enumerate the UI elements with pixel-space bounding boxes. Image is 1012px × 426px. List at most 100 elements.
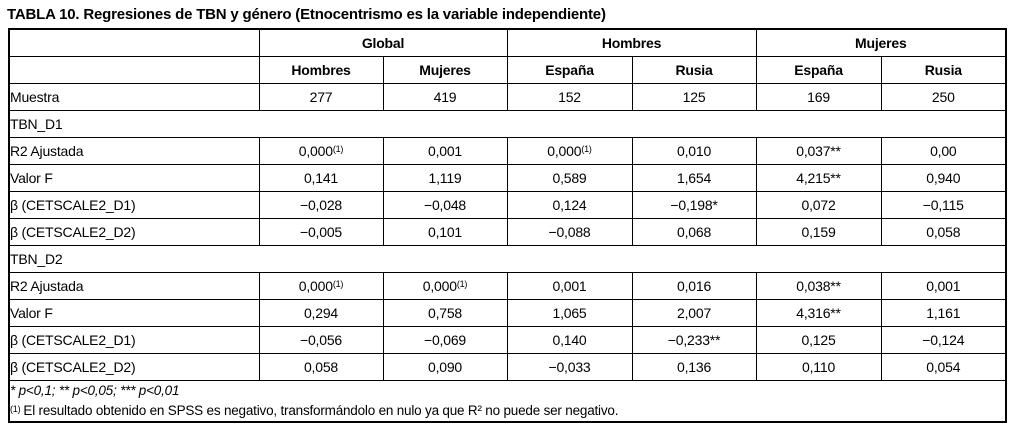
cell-value: 0,016 bbox=[631, 271, 757, 300]
table-row: R2 Ajustada 0,000(1) 0,001 0,000(1) 0,010 0,0… bbox=[8, 136, 1007, 165]
cell-value: 0,00 bbox=[880, 136, 1007, 165]
footnote-marker: (1) bbox=[332, 278, 344, 289]
table-header: Global Hombres Mujeres Hombres Mujeres E… bbox=[8, 28, 1007, 84]
cell-value: 0,141 bbox=[258, 163, 384, 192]
cell-value: 0,010 bbox=[631, 136, 757, 165]
cell-value: 125 bbox=[631, 82, 757, 111]
row-label: Valor F bbox=[8, 163, 260, 192]
table-row: β (CETSCALE2_D1) −0,056 −0,069 0,140 −0,233*… bbox=[8, 325, 1007, 354]
group-header-hombres: Hombres bbox=[506, 28, 757, 57]
sub-header: Hombres bbox=[258, 55, 384, 84]
cell-value: −0,069 bbox=[382, 325, 508, 354]
section-label: TBN_D2 bbox=[8, 244, 1007, 273]
cell-value: 250 bbox=[880, 82, 1007, 111]
row-label: β (CETSCALE2_D2) bbox=[8, 352, 260, 381]
row-label: β (CETSCALE2_D2) bbox=[8, 217, 260, 246]
cell-value: −0,088 bbox=[506, 217, 633, 246]
sub-header: Mujeres bbox=[382, 55, 508, 84]
cell-value: 0,001 bbox=[880, 271, 1007, 300]
cell-value: 0,589 bbox=[506, 163, 633, 192]
cell-value: 0,101 bbox=[382, 217, 508, 246]
group-header-mujeres: Mujeres bbox=[755, 28, 1007, 57]
cell-value: −0,033 bbox=[506, 352, 633, 381]
table-row: β (CETSCALE2_D2) 0,058 0,090 −0,033 0,136 0,1… bbox=[8, 352, 1007, 381]
cell-value: 0,001 bbox=[506, 271, 633, 300]
row-label: β (CETSCALE2_D1) bbox=[8, 190, 260, 219]
sub-header: Rusia bbox=[880, 55, 1007, 84]
cell-value: 0,110 bbox=[755, 352, 882, 381]
row-label: Valor F bbox=[8, 298, 260, 327]
spss-note-text: El resultado obtenido en SPSS es negativ… bbox=[23, 402, 619, 418]
cell-value: 0,140 bbox=[506, 325, 633, 354]
cell-value: 0,001 bbox=[382, 136, 508, 165]
table-title: TABLA 10. Regresiones de TBN y género (E… bbox=[7, 6, 606, 23]
cell-value: −0,048 bbox=[382, 190, 508, 219]
group-header-global: Global bbox=[258, 28, 508, 57]
footnote-row: * p<0,1; ** p<0,05; *** p<0,01 (1) El res… bbox=[8, 379, 1007, 422]
cell-value: 0,090 bbox=[382, 352, 508, 381]
sub-header: España bbox=[755, 55, 882, 84]
section-row: TBN_D1 bbox=[8, 109, 1007, 138]
table-row: Valor F 0,294 0,758 1,065 2,007 4,316** 1,161 bbox=[8, 298, 1007, 327]
cell-value: 0,000(1) bbox=[258, 136, 384, 165]
cell-value: 152 bbox=[506, 82, 633, 111]
row-label: R2 Ajustada bbox=[8, 136, 260, 165]
significance-note: * p<0,1; ** p<0,05; *** p<0,01 bbox=[10, 382, 180, 398]
cell-value: 1,065 bbox=[506, 298, 633, 327]
table-footer: * p<0,1; ** p<0,05; *** p<0,01 (1) El res… bbox=[8, 379, 1007, 422]
cell-value: 1,119 bbox=[382, 163, 508, 192]
cell-value: −0,115 bbox=[880, 190, 1007, 219]
cell-value: −0,005 bbox=[258, 217, 384, 246]
cell-value: −0,198* bbox=[631, 190, 757, 219]
footnote-marker: (1) bbox=[10, 403, 21, 414]
footnote-marker: (1) bbox=[581, 143, 592, 154]
cell-value: 0,159 bbox=[755, 217, 882, 246]
cell-value: 0,000(1) bbox=[382, 271, 508, 300]
footnote-marker: (1) bbox=[332, 143, 344, 154]
table-row: Muestra 277 419 152 125 169 250 bbox=[8, 82, 1007, 111]
table-row: β (CETSCALE2_D1) −0,028 −0,048 0,124 −0,198*… bbox=[8, 190, 1007, 219]
footnotes-cell: * p<0,1; ** p<0,05; *** p<0,01 (1) El res… bbox=[8, 379, 1007, 422]
group-header-row: Global Hombres Mujeres bbox=[8, 28, 1007, 57]
section-label: TBN_D1 bbox=[8, 109, 1007, 138]
corner-cell bbox=[8, 55, 260, 84]
cell-value: −0,124 bbox=[880, 325, 1007, 354]
spss-note: (1) El resultado obtenido en SPSS es nega… bbox=[10, 401, 1005, 421]
cell-value: 0,054 bbox=[880, 352, 1007, 381]
cell-value: 0,136 bbox=[631, 352, 757, 381]
section-row: TBN_D2 bbox=[8, 244, 1007, 273]
row-label: R2 Ajustada bbox=[8, 271, 260, 300]
cell-value: 0,072 bbox=[755, 190, 882, 219]
cell-value: 0,294 bbox=[258, 298, 384, 327]
row-label: Muestra bbox=[8, 82, 260, 111]
table-row: R2 Ajustada 0,000(1) 0,000(1) 0,001 0,016 0,0… bbox=[8, 271, 1007, 300]
cell-value: 0,068 bbox=[631, 217, 757, 246]
cell-value: 0,000(1) bbox=[506, 136, 633, 165]
row-label: β (CETSCALE2_D1) bbox=[8, 325, 260, 354]
sub-header: España bbox=[506, 55, 633, 84]
cell-value: 4,316** bbox=[755, 298, 882, 327]
cell-value: 0,125 bbox=[755, 325, 882, 354]
cell-value: 0,058 bbox=[880, 217, 1007, 246]
cell-value: 277 bbox=[258, 82, 384, 111]
table-body: Muestra 277 419 152 125 169 250 TBN_D1 R2 Ajusta… bbox=[8, 82, 1007, 381]
table-row: Valor F 0,141 1,119 0,589 1,654 4,215** 0,940 bbox=[8, 163, 1007, 192]
footnote-marker: (1) bbox=[456, 278, 468, 289]
cell-value: 0,037** bbox=[755, 136, 882, 165]
table-row: β (CETSCALE2_D2) −0,005 0,101 −0,088 0,068 0,… bbox=[8, 217, 1007, 246]
cell-value: 1,161 bbox=[880, 298, 1007, 327]
cell-value: 2,007 bbox=[631, 298, 757, 327]
cell-value: 4,215** bbox=[755, 163, 882, 192]
cell-value: 1,654 bbox=[631, 163, 757, 192]
cell-value: 0,758 bbox=[382, 298, 508, 327]
cell-value: −0,028 bbox=[258, 190, 384, 219]
cell-value: 0,058 bbox=[258, 352, 384, 381]
cell-value: −0,056 bbox=[258, 325, 384, 354]
cell-value: 0,000(1) bbox=[258, 271, 384, 300]
cell-value: 0,038** bbox=[755, 271, 882, 300]
cell-value: 0,124 bbox=[506, 190, 633, 219]
cell-value: 419 bbox=[382, 82, 508, 111]
cell-value: −0,233** bbox=[631, 325, 757, 354]
corner-cell bbox=[8, 28, 260, 57]
